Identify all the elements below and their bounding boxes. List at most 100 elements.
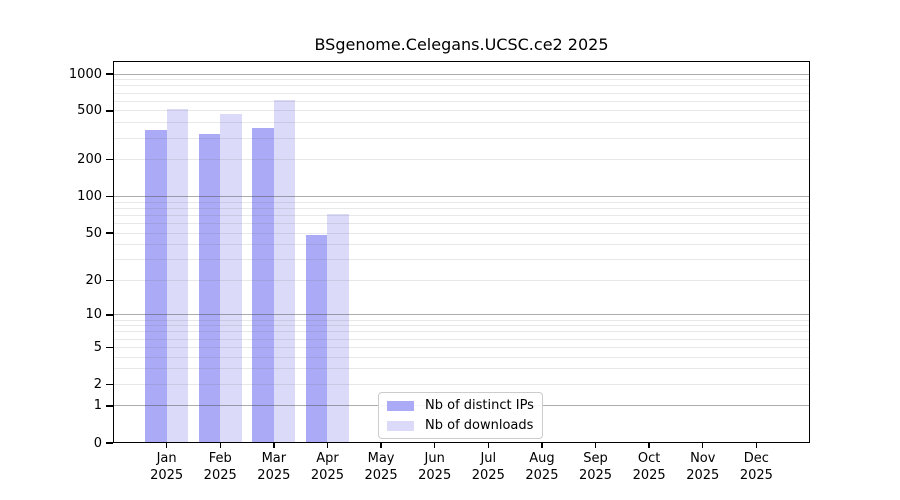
y-tick-label: 1000 — [68, 66, 102, 82]
y-tick-label: 0 — [93, 435, 102, 451]
y-tick — [106, 279, 113, 282]
x-tick-label-dec: Dec 2025 — [740, 450, 773, 484]
bar-nb-of-downloads-feb — [220, 113, 242, 442]
bar-nb-of-downloads-mar — [273, 99, 296, 442]
month-label: Feb — [208, 451, 232, 466]
y-tick-label: 5 — [93, 339, 102, 355]
x-tick — [541, 443, 543, 448]
gridline-major — [114, 73, 809, 75]
gridline-minor — [114, 368, 809, 370]
x-tick — [326, 443, 329, 448]
year-label: 2025 — [525, 468, 559, 483]
chart-title: BSgenome.Celegans.UCSC.ce2 2025 — [314, 35, 609, 54]
y-tick-label: 10 — [85, 307, 102, 323]
x-tick — [702, 443, 704, 448]
gridline-minor — [114, 259, 809, 261]
y-tick-label: 1 — [93, 398, 102, 414]
gridline-minor — [114, 346, 809, 348]
x-tick-label-jan: Jan 2025 — [150, 450, 183, 484]
y-tick — [106, 442, 113, 444]
gridline-minor — [114, 92, 809, 94]
gridline-minor — [114, 79, 809, 81]
gridline-minor — [114, 110, 809, 112]
year-label: 2025 — [257, 468, 291, 483]
gridline-minor — [114, 383, 809, 385]
month-label: Mar — [261, 451, 287, 466]
gridline-minor — [114, 222, 809, 224]
gridline-minor — [114, 207, 809, 209]
gridline-minor — [114, 331, 809, 333]
bar-nb-of-downloads-apr — [327, 213, 349, 442]
y-tick — [106, 159, 113, 161]
x-tick-label-mar: Mar 2025 — [257, 450, 290, 484]
bar-nb-of-downloads-jan — [166, 109, 189, 442]
bar-nb-of-distinct-ips-mar — [252, 127, 274, 442]
year-label: 2025 — [686, 468, 720, 483]
y-tick — [106, 195, 113, 198]
gridline-minor — [114, 201, 809, 203]
gridline-minor — [114, 319, 809, 321]
month-label: Apr — [316, 451, 339, 466]
month-label: Aug — [529, 451, 555, 466]
x-tick — [380, 443, 382, 448]
year-label: 2025 — [150, 468, 184, 483]
y-tick — [106, 405, 113, 407]
x-tick — [755, 443, 758, 448]
y-tick — [106, 314, 113, 316]
month-label: Nov — [690, 451, 716, 466]
y-tick-label: 200 — [77, 152, 102, 168]
x-tick-label-sep: Sep 2025 — [579, 450, 612, 484]
x-tick — [433, 443, 436, 448]
y-tick — [106, 232, 113, 234]
month-label: Jun — [424, 451, 445, 466]
x-tick-label-jul: Jul 2025 — [472, 450, 505, 484]
gridline-minor — [114, 100, 809, 102]
gridline-minor — [114, 338, 809, 340]
x-tick — [165, 443, 168, 448]
x-tick — [594, 443, 597, 448]
gridline-minor — [114, 85, 809, 87]
legend-label: Nb of downloads — [425, 418, 534, 433]
gridline-major — [114, 314, 809, 316]
y-tick-label: 50 — [85, 225, 102, 241]
gridline-minor — [114, 232, 809, 234]
gridline-minor — [114, 137, 809, 139]
x-tick — [273, 443, 275, 448]
y-tick — [106, 73, 113, 75]
x-tick — [219, 443, 221, 448]
year-label: 2025 — [418, 468, 452, 483]
legend-entry: Nb of downloads — [387, 418, 534, 433]
year-label: 2025 — [739, 468, 773, 483]
x-tick — [648, 443, 650, 448]
year-label: 2025 — [364, 468, 398, 483]
gridline-minor — [114, 356, 809, 358]
month-label: Jan — [156, 451, 177, 466]
y-tick — [106, 383, 113, 385]
x-tick — [487, 443, 489, 448]
month-label: May — [367, 451, 395, 466]
gridline-major — [114, 196, 809, 197]
x-tick-label-aug: Aug 2025 — [525, 450, 558, 484]
x-tick-label-apr: Apr 2025 — [311, 450, 344, 484]
x-tick-label-nov: Nov 2025 — [686, 450, 719, 484]
gridline-minor — [114, 159, 809, 161]
y-tick-label: 20 — [85, 272, 102, 288]
x-tick-label-jun: Jun 2025 — [418, 450, 451, 484]
x-tick-label-oct: Oct 2025 — [633, 450, 666, 484]
gridline-minor — [114, 214, 809, 216]
legend-swatch — [387, 420, 414, 431]
y-tick-label: 2 — [93, 376, 102, 392]
legend-entry: Nb of distinct IPs — [387, 398, 534, 413]
gridline-minor — [114, 244, 809, 246]
legend-swatch — [387, 400, 414, 411]
year-label: 2025 — [632, 468, 666, 483]
y-tick — [106, 346, 113, 348]
year-label: 2025 — [471, 468, 505, 483]
y-tick-label: 100 — [77, 189, 102, 204]
x-tick-label-feb: Feb 2025 — [204, 450, 237, 484]
x-tick-label-may: May 2025 — [365, 450, 398, 484]
month-label: Oct — [637, 451, 661, 466]
month-label: Jul — [480, 451, 497, 466]
bar-nb-of-distinct-ips-apr — [305, 235, 328, 442]
year-label: 2025 — [203, 468, 237, 483]
